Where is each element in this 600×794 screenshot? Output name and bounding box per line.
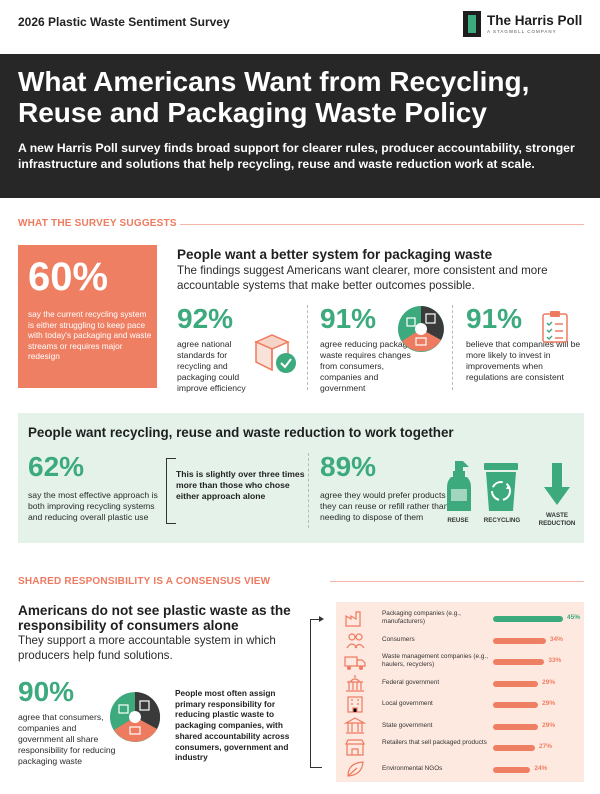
bracket-connector <box>166 458 176 524</box>
chart-row: Retailers that sell packaged products 27% <box>336 737 584 757</box>
chart-value-label: 27% <box>539 743 553 750</box>
clipboard-checklist-icon <box>542 311 568 343</box>
chart-connector-line <box>310 619 322 767</box>
highlight-card-60: 60% say the current recycling system is … <box>18 245 157 388</box>
stat-value-91-a: 91% <box>320 303 377 334</box>
section-title-shared: SHARED RESPONSIBILITY IS A CONSENSUS VIE… <box>18 576 271 587</box>
chart-row: Waste management companies (e.g., hauler… <box>336 651 584 671</box>
chevron-right-icon <box>319 616 324 622</box>
chart-category-label: Waste management companies (e.g., hauler… <box>382 653 488 668</box>
section-divider <box>330 581 584 582</box>
capitol-icon <box>346 674 364 692</box>
section3-subheading: They support a more accountable system i… <box>18 634 276 662</box>
stat-text-89: agree they would prefer products they ca… <box>320 490 449 522</box>
chart-category-label: Packaging companies (e.g., manufacturers… <box>382 610 461 625</box>
chart-category-label: Retailers that sell packaged products <box>382 739 487 746</box>
logo-brand-text: The Harris Poll <box>487 13 583 28</box>
section1-subheading: The findings suggest Americans want clea… <box>177 264 548 292</box>
stat-divider <box>452 305 453 390</box>
chart-bar <box>493 659 545 665</box>
spray-bottle-icon <box>447 461 471 511</box>
chart-row: Local government 29% <box>336 694 584 714</box>
highlight-text: say the current recycling system is eith… <box>28 309 152 361</box>
chart-bar <box>493 723 539 730</box>
chart-bar <box>493 745 535 751</box>
chart-value-label: 34% <box>549 635 563 643</box>
waste-reduction-label: WASTE REDUCTION <box>538 512 576 527</box>
page-subtitle: A new Harris Poll survey finds broad sup… <box>18 141 575 171</box>
truck-icon <box>344 656 366 670</box>
leaf-icon <box>347 760 364 777</box>
chart-row: Federal government 29% <box>336 673 584 693</box>
stat-value-62: 62% <box>28 451 85 482</box>
people-icon <box>346 632 365 648</box>
down-arrow-icon <box>544 463 570 505</box>
stat-value-90: 90% <box>18 676 75 707</box>
responsibility-chart: Packaging companies (e.g., manufacturers… <box>336 602 584 782</box>
comparison-note: This is slightly over three times more t… <box>176 469 305 501</box>
stakeholders-icon <box>398 306 444 352</box>
storefront-icon <box>345 739 365 756</box>
stat-divider <box>308 453 309 528</box>
shared-responsibility-icon <box>110 691 161 742</box>
chart-row: State government 29% <box>336 716 584 736</box>
chart-bar <box>493 616 563 622</box>
chart-row: Consumers 34% <box>336 630 584 650</box>
chart-value-label: 45% <box>567 614 581 621</box>
section2-title: People want recycling, reuse and waste r… <box>28 425 454 440</box>
chart-bar <box>493 702 539 708</box>
reuse-label: REUSE <box>447 517 469 524</box>
stat-value-89: 89% <box>320 451 377 482</box>
recycling-label: RECYCLING <box>483 517 521 524</box>
stat-text-92: agree national standards for recycling a… <box>177 339 246 393</box>
chart-category-label: Environmental NGOs <box>382 764 443 772</box>
chart-bar <box>493 637 546 644</box>
box-check-icon <box>254 334 296 373</box>
section3-heading: Americans do not see plastic waste as th… <box>18 603 291 633</box>
chart-category-label: Local government <box>382 700 433 707</box>
stat-value-91-b: 91% <box>466 303 523 334</box>
stat-value-92: 92% <box>177 303 234 334</box>
chart-value-label: 29% <box>542 700 556 707</box>
chart-value-label: 24% <box>534 764 548 772</box>
chart-connector-top <box>310 619 322 620</box>
chart-category-label: Consumers <box>382 635 415 643</box>
survey-label: 2026 Plastic Waste Sentiment Survey <box>18 15 230 29</box>
chart-category-label: Federal government <box>382 678 440 686</box>
chart-row: Packaging companies (e.g., manufacturers… <box>336 608 584 628</box>
chart-category-label: State government <box>382 721 433 729</box>
stat-divider <box>307 305 308 390</box>
stat-text-90: agree that consumers, companies and gove… <box>18 712 116 766</box>
chart-connector-bottom <box>310 767 322 768</box>
responsibility-note: People most often assign primary respons… <box>175 688 290 763</box>
columns-icon <box>344 716 366 734</box>
factory-icon <box>345 611 361 627</box>
page-title: What Americans Want from Recycling, Reus… <box>18 66 530 128</box>
chart-value-label: 33% <box>548 657 562 664</box>
highlight-value: 60% <box>28 255 109 299</box>
chart-row: Environmental NGOs 24% <box>336 759 584 779</box>
recycling-bin-icon <box>484 463 518 511</box>
hero-banner: What Americans Want from Recycling, Reus… <box>0 54 600 198</box>
stat-text-62: say the most effective approach is both … <box>28 490 158 522</box>
chart-value-label: 29% <box>542 678 556 686</box>
logo-mark-icon <box>463 11 481 37</box>
recycling-reuse-band: People want recycling, reuse and waste r… <box>18 413 584 543</box>
section-divider <box>180 224 584 225</box>
harris-poll-logo: The Harris Poll A STAGWELL COMPANY <box>463 11 585 37</box>
chart-value-label: 29% <box>542 721 556 729</box>
chart-bar <box>493 680 539 687</box>
stat-text-91-a: agree reducing packaging waste requires … <box>320 339 419 393</box>
section1-heading: People want a better system for packagin… <box>177 247 493 262</box>
section-title-survey: WHAT THE SURVEY SUGGESTS <box>18 218 177 229</box>
chart-bar <box>493 766 531 773</box>
logo-brand-subtext: A STAGWELL COMPANY <box>487 29 557 34</box>
building-icon <box>347 696 363 713</box>
stat-text-91-b: believe that companies will be more like… <box>466 339 581 382</box>
